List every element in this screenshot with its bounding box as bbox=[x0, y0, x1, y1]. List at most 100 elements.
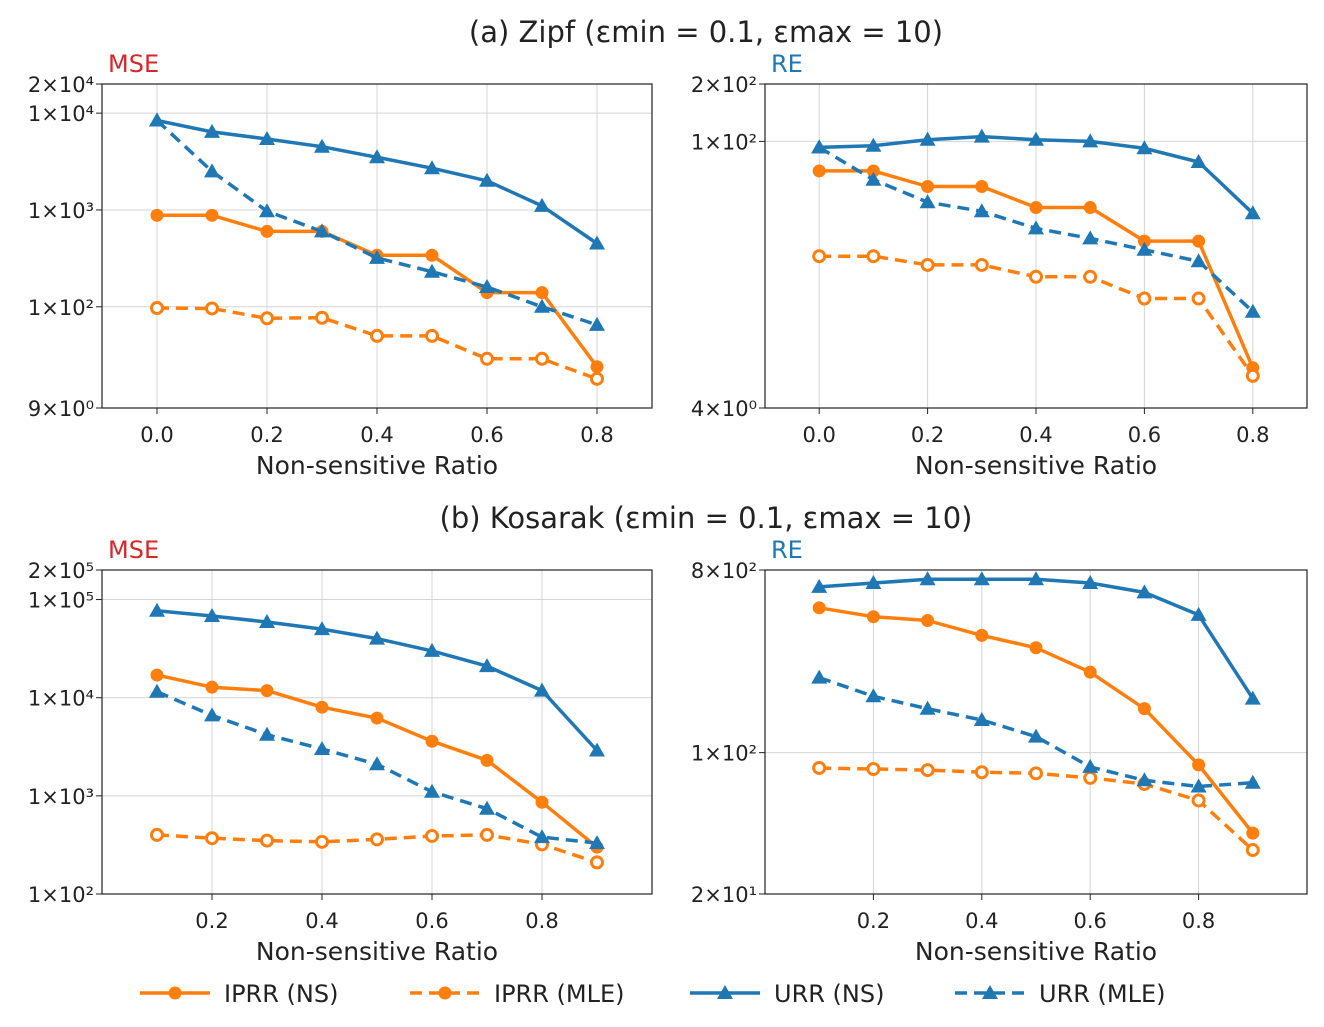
data-point bbox=[1082, 230, 1099, 245]
data-point bbox=[973, 128, 990, 143]
data-point bbox=[589, 742, 605, 757]
panel-1: 0.0 0.2 0.4 0.6 0.8 2×10² 1×10² 4×10⁰ RE Non-sens… bbox=[691, 50, 1308, 480]
y-tick-label: 1×10² bbox=[691, 130, 757, 154]
data-point bbox=[1136, 241, 1153, 256]
data-point bbox=[369, 249, 385, 264]
data-point bbox=[1244, 205, 1261, 220]
data-point bbox=[149, 683, 165, 698]
y-tick-label: 2×10¹ bbox=[691, 883, 757, 907]
series-urr-mle bbox=[149, 112, 605, 331]
x-tick-label: 0.2 bbox=[195, 909, 228, 933]
metric-label: RE bbox=[771, 536, 803, 564]
data-point bbox=[974, 257, 989, 272]
data-point bbox=[1190, 606, 1207, 621]
data-point bbox=[1029, 766, 1043, 781]
data-point bbox=[260, 224, 274, 238]
data-point bbox=[369, 756, 385, 771]
data-point bbox=[590, 855, 604, 870]
data-point bbox=[425, 734, 439, 748]
y-tick-label: 1×10² bbox=[28, 883, 94, 907]
series-urr-ns bbox=[811, 128, 1261, 220]
x-tick-label: 0.4 bbox=[360, 423, 393, 447]
series-line bbox=[155, 119, 598, 327]
y-tick-label: 4×10⁰ bbox=[691, 397, 757, 421]
legend-marker bbox=[438, 986, 452, 1000]
data-point bbox=[1190, 253, 1207, 268]
data-point bbox=[866, 762, 881, 777]
data-point bbox=[480, 827, 494, 842]
x-tick-label: 0.0 bbox=[802, 423, 835, 447]
y-tick-label: 1×10² bbox=[28, 296, 94, 320]
y-tick-label: 2×10² bbox=[691, 73, 757, 97]
y-tick-label: 1×10³ bbox=[28, 199, 94, 223]
data-point bbox=[370, 832, 384, 847]
data-point bbox=[150, 827, 164, 842]
data-point bbox=[369, 149, 385, 164]
data-point bbox=[1190, 778, 1207, 793]
x-tick-label: 0.8 bbox=[1182, 909, 1215, 933]
x-tick-label: 0.6 bbox=[415, 909, 448, 933]
title-zipf: (a) Zipf (εmin = 0.1, εmax = 10) bbox=[469, 15, 943, 49]
x-tick-label: 0.4 bbox=[965, 909, 998, 933]
data-point bbox=[259, 203, 275, 218]
data-point bbox=[975, 628, 989, 642]
data-point bbox=[150, 301, 164, 316]
legend-entry: URR (NS) bbox=[690, 980, 884, 1008]
data-point bbox=[921, 180, 935, 194]
x-axis-label: Non-sensitive Ratio bbox=[256, 451, 498, 480]
data-point bbox=[589, 316, 605, 331]
data-point bbox=[1192, 758, 1206, 772]
y-tick-label: 1×10² bbox=[691, 742, 757, 766]
x-axis-label: Non-sensitive Ratio bbox=[915, 937, 1157, 966]
data-point bbox=[425, 248, 439, 262]
data-point bbox=[1191, 291, 1206, 306]
data-point bbox=[865, 171, 882, 186]
data-point bbox=[1137, 702, 1151, 716]
data-point bbox=[1136, 584, 1153, 599]
data-point bbox=[921, 614, 935, 628]
x-tick-label: 0.2 bbox=[911, 423, 944, 447]
series-iprr-mle bbox=[812, 249, 1260, 383]
x-tick-label: 0.4 bbox=[305, 909, 338, 933]
data-point bbox=[149, 602, 165, 617]
data-point bbox=[1192, 234, 1206, 248]
data-point bbox=[812, 601, 826, 615]
data-point bbox=[315, 310, 329, 325]
y-tick-label: 1×10⁴ bbox=[28, 687, 94, 711]
data-point bbox=[920, 763, 935, 778]
x-tick-label: 0.0 bbox=[140, 423, 173, 447]
data-point bbox=[1083, 665, 1097, 679]
axes-frame bbox=[764, 569, 1308, 895]
data-point bbox=[865, 137, 882, 152]
data-point bbox=[479, 172, 495, 187]
data-point bbox=[314, 741, 330, 755]
data-point bbox=[919, 194, 936, 209]
data-point bbox=[1246, 826, 1260, 840]
data-point bbox=[1028, 131, 1044, 146]
series-iprr-mle bbox=[812, 760, 1260, 858]
data-point bbox=[425, 328, 439, 343]
data-point bbox=[1190, 154, 1207, 168]
data-point bbox=[205, 208, 219, 222]
panel-3: 0.2 0.4 0.6 0.8 8×10² 1×10² 2×10¹ RE Non-sensiti… bbox=[691, 536, 1308, 966]
data-point bbox=[424, 642, 440, 657]
data-point bbox=[480, 753, 494, 767]
data-point bbox=[1191, 793, 1206, 808]
data-point bbox=[865, 688, 882, 703]
data-point bbox=[919, 131, 936, 146]
data-point bbox=[369, 630, 385, 645]
data-point bbox=[259, 131, 275, 145]
y-tick-label: 8×10² bbox=[691, 559, 757, 583]
data-point bbox=[973, 571, 990, 586]
data-point bbox=[866, 249, 881, 264]
data-point bbox=[590, 371, 604, 386]
data-point bbox=[534, 197, 550, 212]
data-point bbox=[1028, 571, 1044, 586]
data-point bbox=[204, 608, 220, 622]
data-point bbox=[370, 711, 384, 725]
y-tick-label: 1×10⁵ bbox=[28, 589, 94, 613]
data-point bbox=[425, 828, 439, 843]
metric-label: MSE bbox=[108, 536, 159, 564]
data-point bbox=[919, 571, 936, 586]
x-tick-label: 0.8 bbox=[580, 423, 613, 447]
